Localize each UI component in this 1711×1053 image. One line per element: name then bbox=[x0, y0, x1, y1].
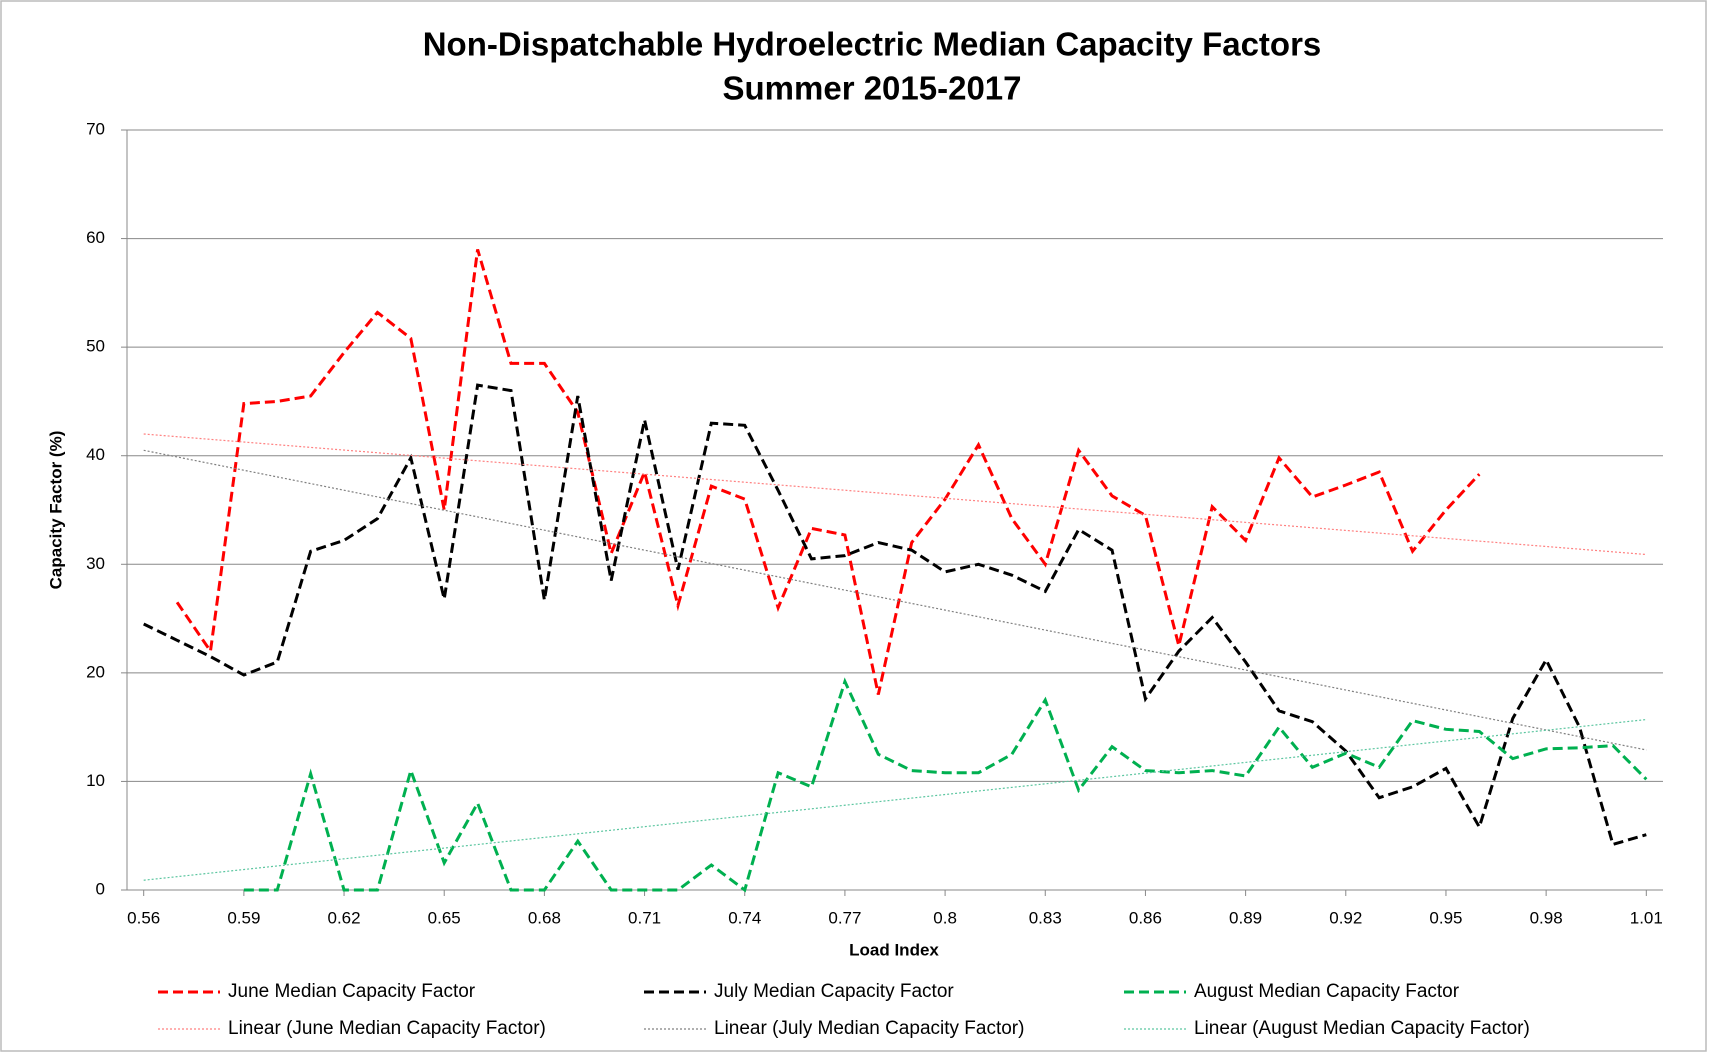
x-tick-label: 0.59 bbox=[227, 908, 260, 927]
x-tick-label: 0.62 bbox=[327, 908, 360, 927]
chart-subtitle: Summer 2015-2017 bbox=[722, 70, 1021, 107]
x-tick-label: 0.86 bbox=[1129, 908, 1162, 927]
x-tick-label: 0.77 bbox=[828, 908, 861, 927]
x-tick-label: 0.71 bbox=[628, 908, 661, 927]
trend-line bbox=[143, 449, 1647, 751]
x-tick-label: 0.89 bbox=[1229, 908, 1262, 927]
x-tick-label: 0.65 bbox=[428, 908, 461, 927]
y-axis-title: Capacity Factor (%) bbox=[46, 431, 65, 590]
x-tick-label: 0.68 bbox=[528, 908, 561, 927]
legend-label: August Median Capacity Factor bbox=[1194, 981, 1460, 1002]
y-tick-label: 60 bbox=[86, 228, 105, 247]
legend-label: Linear (June Median Capacity Factor) bbox=[228, 1018, 546, 1039]
y-tick-label: 20 bbox=[86, 662, 105, 681]
x-tick-label: 0.8 bbox=[933, 908, 957, 927]
x-tick-label: 0.83 bbox=[1029, 908, 1062, 927]
trend-line bbox=[143, 433, 1647, 556]
series-line bbox=[175, 249, 1481, 695]
series-line bbox=[143, 383, 1647, 847]
y-tick-label: 40 bbox=[86, 445, 105, 464]
legend-label: July Median Capacity Factor bbox=[714, 981, 954, 1002]
x-tick-label: 0.74 bbox=[728, 908, 761, 927]
legend-label: Linear (July Median Capacity Factor) bbox=[714, 1018, 1024, 1039]
legend-label: June Median Capacity Factor bbox=[228, 981, 476, 1002]
x-tick-label: 0.56 bbox=[127, 908, 160, 927]
legend-label: Linear (August Median Capacity Factor) bbox=[1194, 1018, 1530, 1039]
y-tick-label: 0 bbox=[96, 879, 105, 898]
x-axis-title: Load Index bbox=[849, 940, 939, 959]
y-tick-label: 50 bbox=[86, 337, 105, 356]
y-tick-label: 70 bbox=[86, 119, 105, 138]
y-tick-label: 30 bbox=[86, 554, 105, 573]
x-tick-label: 0.92 bbox=[1329, 908, 1362, 927]
y-tick-label: 10 bbox=[86, 771, 105, 790]
x-tick-label: 0.98 bbox=[1530, 908, 1563, 927]
x-tick-label: 0.95 bbox=[1429, 908, 1462, 927]
x-tick-label: 1.01 bbox=[1630, 908, 1663, 927]
series-line bbox=[243, 677, 1648, 893]
chart-title: Non-Dispatchable Hydroelectric Median Ca… bbox=[423, 26, 1322, 63]
